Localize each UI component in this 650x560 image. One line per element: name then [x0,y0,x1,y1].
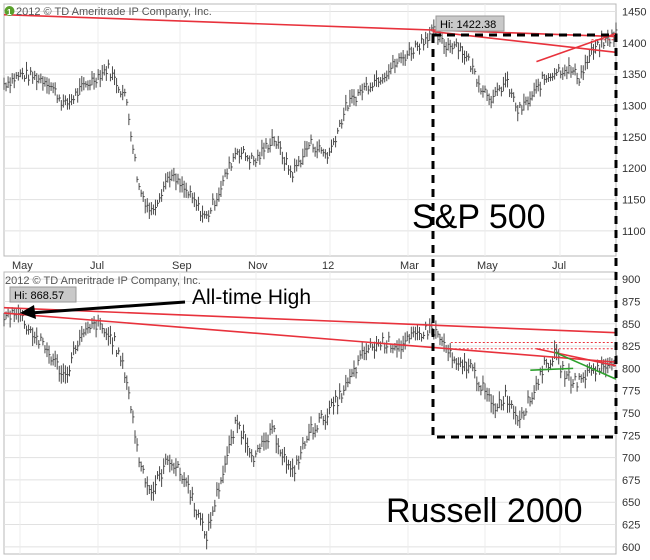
price-series [3,304,618,550]
x-tick-label: Jul [552,260,566,272]
y-tick-label: 1350 [622,69,646,81]
russell-hi-badge [9,286,77,303]
x-tick-label: Nov [248,260,268,272]
svg-text:1: 1 [7,8,12,17]
y-tick-label: 700 [622,453,640,465]
y-tick-label: 600 [622,542,640,554]
all-time-high-arrow [29,300,186,315]
y-tick-label: 1250 [622,132,646,144]
russell-copyright: 2012 © TD Ameritrade IP Company, Inc. [5,275,201,287]
all-time-high-arrowhead [20,305,36,319]
y-tick-label: 825 [622,341,640,353]
y-tick-label: 775 [622,386,640,398]
y-tick-label: 625 [622,520,640,532]
comparison-box [431,33,618,439]
trend-line [3,306,617,334]
y-tick-label: 850 [622,319,640,331]
all-time-high-label: All-time High [192,286,311,309]
trend-line [536,347,617,367]
y-tick-label: 650 [622,497,640,509]
russell-hi-label: Hi: 868.57 [14,290,64,302]
y-tick-label: 1100 [622,226,646,238]
trend-line [554,351,617,380]
y-tick-label: 875 [622,296,640,308]
sp500-hi-badge [435,15,505,32]
russell-big-label: Russell 2000 [386,492,583,530]
x-tick-label: Jul [90,260,104,272]
sp500-hi-label: Hi: 1422.38 [440,19,496,31]
info-icon [4,6,15,16]
x-tick-label: 12 [322,260,334,272]
sp500-big-label: S&P 500 [412,198,546,236]
y-tick-label: 900 [622,274,640,286]
y-tick-label: 725 [622,430,640,442]
trend-line [530,367,574,371]
sp500-copyright: 2012 © TD Ameritrade IP Company, Inc. [16,6,212,18]
sp500-panel [3,3,617,257]
y-tick-label: 1150 [622,195,646,207]
x-tick-label: Mar [400,260,419,272]
y-tick-label: 800 [622,363,640,375]
trend-line [3,13,617,38]
x-tick-label: May [477,260,498,272]
x-tick-label: Sep [172,260,192,272]
y-tick-label: 675 [622,475,640,487]
x-tick-label: May [12,260,33,272]
y-tick-label: 750 [622,408,640,420]
trend-line [536,32,617,63]
y-tick-label: 1300 [622,101,646,113]
price-series [3,19,618,223]
y-tick-label: 1450 [622,7,646,19]
y-tick-label: 1200 [622,163,646,175]
y-tick-label: 1400 [622,38,646,50]
trend-line [3,312,617,363]
